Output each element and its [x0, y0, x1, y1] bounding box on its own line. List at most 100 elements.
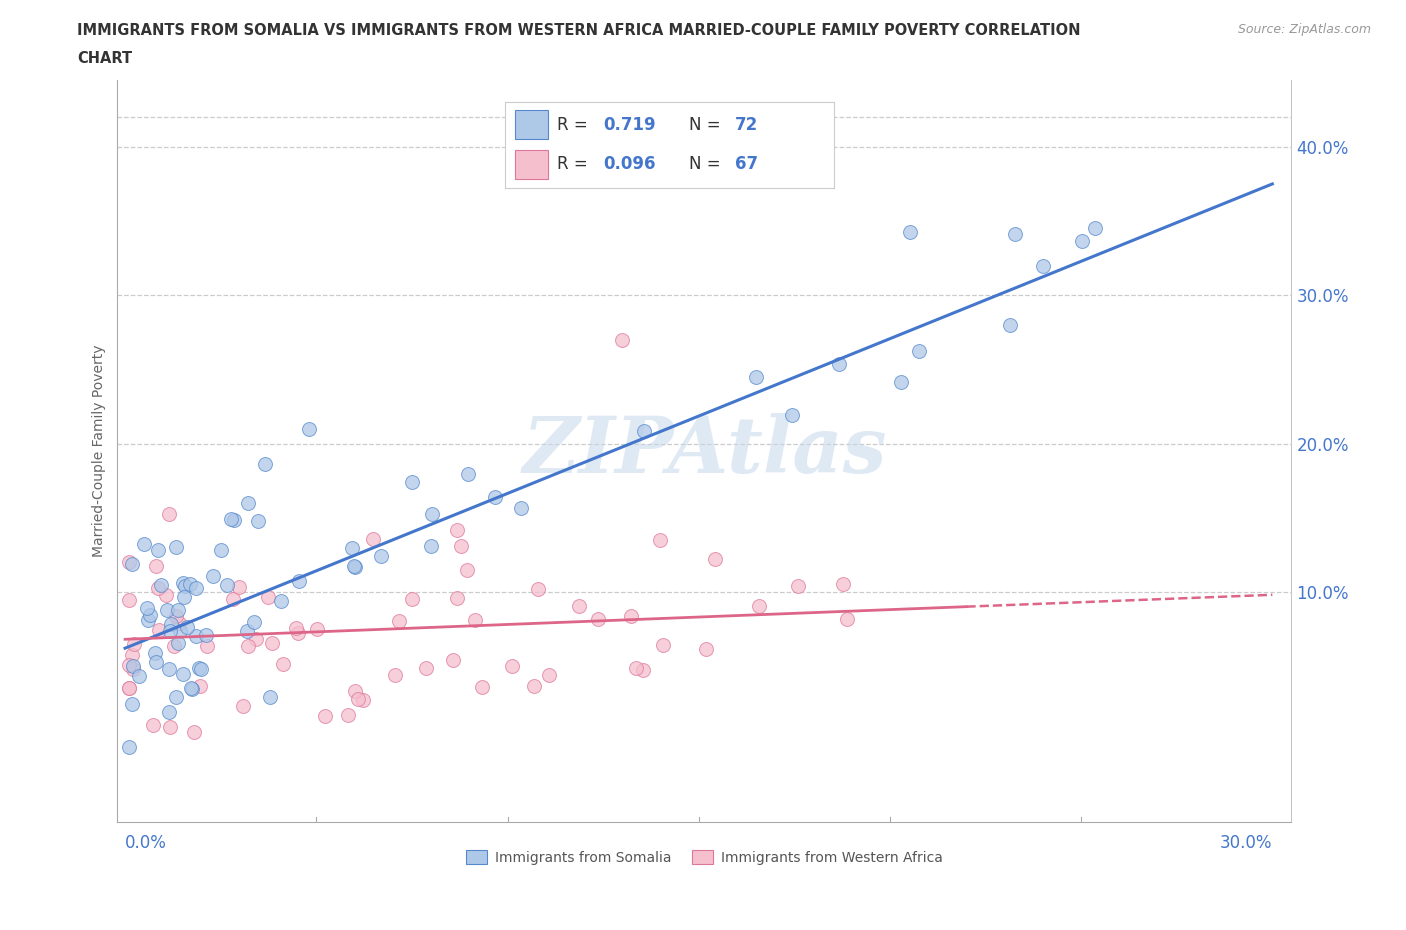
- Point: [415, 660, 437, 675]
- Point: [420, 506, 443, 521]
- Point: [523, 679, 546, 694]
- Point: [136, 601, 159, 616]
- Point: [787, 578, 810, 593]
- Point: [145, 655, 167, 670]
- Point: [184, 580, 207, 595]
- Point: [146, 543, 169, 558]
- Point: [132, 537, 155, 551]
- Point: [1004, 226, 1026, 241]
- Point: [652, 638, 675, 653]
- Point: [143, 645, 166, 660]
- Point: [146, 580, 169, 595]
- Point: [121, 557, 143, 572]
- Point: [228, 579, 250, 594]
- Point: [145, 559, 167, 574]
- Point: [471, 680, 494, 695]
- Point: [287, 625, 309, 640]
- Point: [232, 698, 254, 713]
- Point: [456, 563, 478, 578]
- Text: 30.0%: 30.0%: [1220, 833, 1272, 852]
- Point: [510, 501, 533, 516]
- Point: [388, 614, 411, 629]
- Point: [159, 623, 181, 638]
- Point: [890, 375, 912, 390]
- Point: [501, 658, 523, 673]
- Point: [450, 538, 472, 553]
- Point: [243, 615, 266, 630]
- Point: [157, 661, 180, 676]
- Point: [624, 661, 647, 676]
- Point: [633, 423, 655, 438]
- Point: [401, 474, 423, 489]
- Point: [118, 739, 141, 754]
- Point: [236, 639, 259, 654]
- Point: [704, 551, 727, 566]
- Point: [307, 622, 329, 637]
- Point: [195, 639, 218, 654]
- Point: [420, 538, 443, 553]
- Point: [235, 624, 257, 639]
- Point: [298, 421, 321, 436]
- Point: [121, 698, 143, 712]
- Point: [209, 542, 232, 557]
- Point: [340, 540, 363, 555]
- Point: [464, 613, 486, 628]
- Point: [285, 620, 308, 635]
- Point: [457, 466, 479, 481]
- Point: [169, 624, 191, 639]
- Point: [337, 708, 360, 723]
- Point: [188, 678, 211, 693]
- Point: [745, 369, 768, 384]
- Point: [165, 608, 187, 623]
- Point: [384, 668, 406, 683]
- Y-axis label: Married-Couple Family Poverty: Married-Couple Family Poverty: [93, 345, 107, 557]
- Point: [121, 658, 143, 673]
- Point: [352, 693, 374, 708]
- Point: [908, 343, 931, 358]
- Point: [246, 514, 269, 529]
- Point: [259, 690, 281, 705]
- Point: [288, 574, 311, 589]
- Text: IMMIGRANTS FROM SOMALIA VS IMMIGRANTS FROM WESTERN AFRICA MARRIED-COUPLE FAMILY : IMMIGRANTS FROM SOMALIA VS IMMIGRANTS FR…: [77, 23, 1081, 38]
- Point: [260, 635, 283, 650]
- Point: [484, 490, 506, 505]
- Point: [180, 681, 202, 696]
- Point: [118, 658, 141, 673]
- Point: [128, 669, 150, 684]
- Point: [118, 592, 141, 607]
- Text: 0.0%: 0.0%: [125, 833, 167, 852]
- Point: [1070, 233, 1092, 248]
- Point: [270, 593, 292, 608]
- Point: [537, 667, 560, 682]
- Point: [160, 616, 183, 631]
- Point: [157, 704, 180, 719]
- Point: [118, 680, 141, 695]
- Point: [1000, 317, 1022, 332]
- Point: [118, 554, 141, 569]
- Point: [236, 496, 259, 511]
- Point: [122, 636, 145, 651]
- Point: [155, 588, 177, 603]
- Point: [620, 608, 643, 623]
- Point: [150, 578, 173, 592]
- Point: [163, 638, 186, 653]
- Point: [188, 661, 211, 676]
- Point: [361, 532, 384, 547]
- Point: [167, 603, 190, 618]
- Point: [695, 642, 717, 657]
- Point: [650, 533, 672, 548]
- Point: [195, 627, 218, 642]
- Point: [142, 717, 165, 732]
- Point: [271, 657, 294, 671]
- Point: [401, 591, 423, 606]
- Point: [586, 612, 609, 627]
- Point: [172, 576, 194, 591]
- Point: [166, 636, 188, 651]
- Point: [222, 512, 245, 527]
- Point: [526, 581, 548, 596]
- Point: [121, 648, 143, 663]
- Point: [837, 611, 859, 626]
- Point: [314, 709, 336, 724]
- Point: [612, 332, 634, 347]
- Point: [136, 613, 159, 628]
